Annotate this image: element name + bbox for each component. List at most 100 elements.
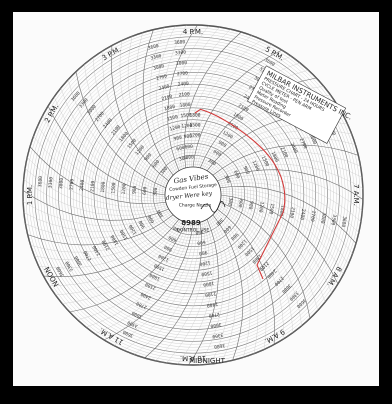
chart-ring bbox=[81, 83, 305, 307]
time-arc bbox=[180, 29, 231, 169]
chart-ring bbox=[147, 149, 239, 241]
hour-label: 1 P.M. bbox=[26, 185, 34, 205]
scale-value: 2700 bbox=[135, 300, 148, 310]
time-arc bbox=[103, 222, 194, 341]
time-arc bbox=[176, 26, 220, 170]
scale-value: 3000 bbox=[308, 133, 318, 146]
circular-chart: 2 P.M.3 P.M.4 P.M.5 P.M.6 A.M.7 A.M.8 A.… bbox=[22, 24, 364, 366]
time-arc bbox=[220, 200, 318, 311]
time-arc bbox=[92, 57, 168, 185]
time-arc bbox=[42, 115, 166, 197]
time-arc bbox=[212, 144, 359, 176]
time-arc bbox=[77, 222, 188, 320]
chart-ring bbox=[138, 140, 248, 250]
time-arc bbox=[211, 216, 237, 363]
time-arc bbox=[212, 214, 244, 361]
scale-value: 2700 bbox=[208, 311, 220, 319]
scale-value: 3000 bbox=[153, 63, 165, 72]
scale-value: 2400 bbox=[79, 179, 86, 191]
hour-label: 4 P.M. bbox=[183, 28, 203, 36]
scale-value: 1800 bbox=[100, 181, 107, 193]
scale-value: 3300 bbox=[64, 260, 75, 273]
scale-value: 2700 bbox=[177, 70, 189, 77]
scale-value: 300 bbox=[207, 158, 217, 167]
scale-value: 900 bbox=[247, 201, 254, 210]
time-arc bbox=[217, 208, 276, 345]
chart-ring bbox=[132, 134, 254, 256]
time-arc bbox=[216, 164, 363, 189]
scale-value: 2100 bbox=[204, 290, 216, 298]
time-arc bbox=[144, 221, 203, 359]
scale-value: 3000 bbox=[58, 177, 65, 189]
time-arc bbox=[123, 222, 197, 351]
time-arc bbox=[216, 210, 267, 350]
center-note2: dryer Were key bbox=[165, 190, 213, 202]
scale-value: 1200 bbox=[169, 124, 181, 133]
scale-value: 1200 bbox=[250, 160, 260, 173]
scale-value: 1500 bbox=[166, 114, 178, 123]
time-arc bbox=[55, 220, 183, 296]
chart-ring bbox=[161, 163, 225, 227]
time-arc bbox=[43, 219, 180, 278]
scale-value: 300 bbox=[223, 174, 232, 184]
chart-ring bbox=[117, 119, 269, 271]
chart-ring bbox=[73, 75, 313, 315]
signature-mark bbox=[200, 201, 226, 213]
chart-ring bbox=[152, 154, 234, 236]
time-arc bbox=[38, 218, 178, 269]
time-arc bbox=[172, 25, 209, 170]
time-arc bbox=[186, 35, 253, 168]
time-arc bbox=[217, 169, 364, 200]
time-arc bbox=[218, 207, 284, 339]
scale-value: 1800 bbox=[232, 112, 245, 123]
chart-ring bbox=[129, 131, 257, 259]
time-arc bbox=[156, 25, 177, 173]
time-arc bbox=[23, 211, 171, 232]
time-arc bbox=[189, 39, 263, 168]
scale-value: 1500 bbox=[119, 228, 130, 241]
chart-ring bbox=[37, 39, 349, 351]
time-arc bbox=[219, 182, 359, 233]
scale-value: 1800 bbox=[148, 271, 161, 281]
scale-value: 3600 bbox=[37, 176, 44, 188]
scale-value: 900 bbox=[138, 219, 147, 229]
chart-ring bbox=[31, 33, 355, 357]
time-arc bbox=[33, 135, 166, 202]
scale-value: 2400 bbox=[102, 117, 114, 130]
chart-ring bbox=[28, 30, 358, 360]
chart-ring bbox=[34, 36, 352, 354]
scale-value: 1200 bbox=[221, 130, 234, 141]
inner-scale-value: 1800 bbox=[189, 113, 200, 119]
scale-value: 600 bbox=[142, 186, 149, 195]
scale-value: 300 bbox=[185, 154, 194, 161]
time-arc bbox=[29, 146, 167, 205]
scale-value: 2100 bbox=[110, 124, 122, 137]
time-arc bbox=[85, 222, 190, 328]
time-arc bbox=[142, 29, 174, 176]
scale-value: 300 bbox=[195, 228, 204, 235]
scale-value: 2700 bbox=[298, 137, 308, 150]
scale-value: 2100 bbox=[100, 239, 111, 252]
scale-value: 1800 bbox=[164, 104, 176, 113]
scale-value: 300 bbox=[179, 155, 189, 163]
scale-value: 600 bbox=[167, 234, 177, 243]
time-arc bbox=[162, 25, 187, 172]
scale-value: 2100 bbox=[144, 281, 157, 291]
chart-ring bbox=[58, 60, 328, 330]
scale-value: 1800 bbox=[270, 151, 280, 164]
scale-value: 3300 bbox=[150, 53, 162, 62]
time-arc bbox=[167, 24, 198, 171]
scale-value: 2400 bbox=[158, 83, 170, 92]
time-arc bbox=[62, 221, 185, 304]
scale-value: 900 bbox=[183, 133, 192, 140]
scale-value: 2100 bbox=[288, 206, 296, 218]
scale-value: 3300 bbox=[126, 319, 139, 329]
scale-value: 3000 bbox=[73, 255, 84, 268]
scale-value: 1200 bbox=[257, 201, 265, 213]
pressure-trace bbox=[194, 108, 286, 280]
time-arc bbox=[219, 185, 357, 244]
scale-value: 2700 bbox=[94, 111, 106, 124]
center-hub bbox=[164, 166, 222, 224]
scale-value: 3000 bbox=[319, 212, 327, 224]
